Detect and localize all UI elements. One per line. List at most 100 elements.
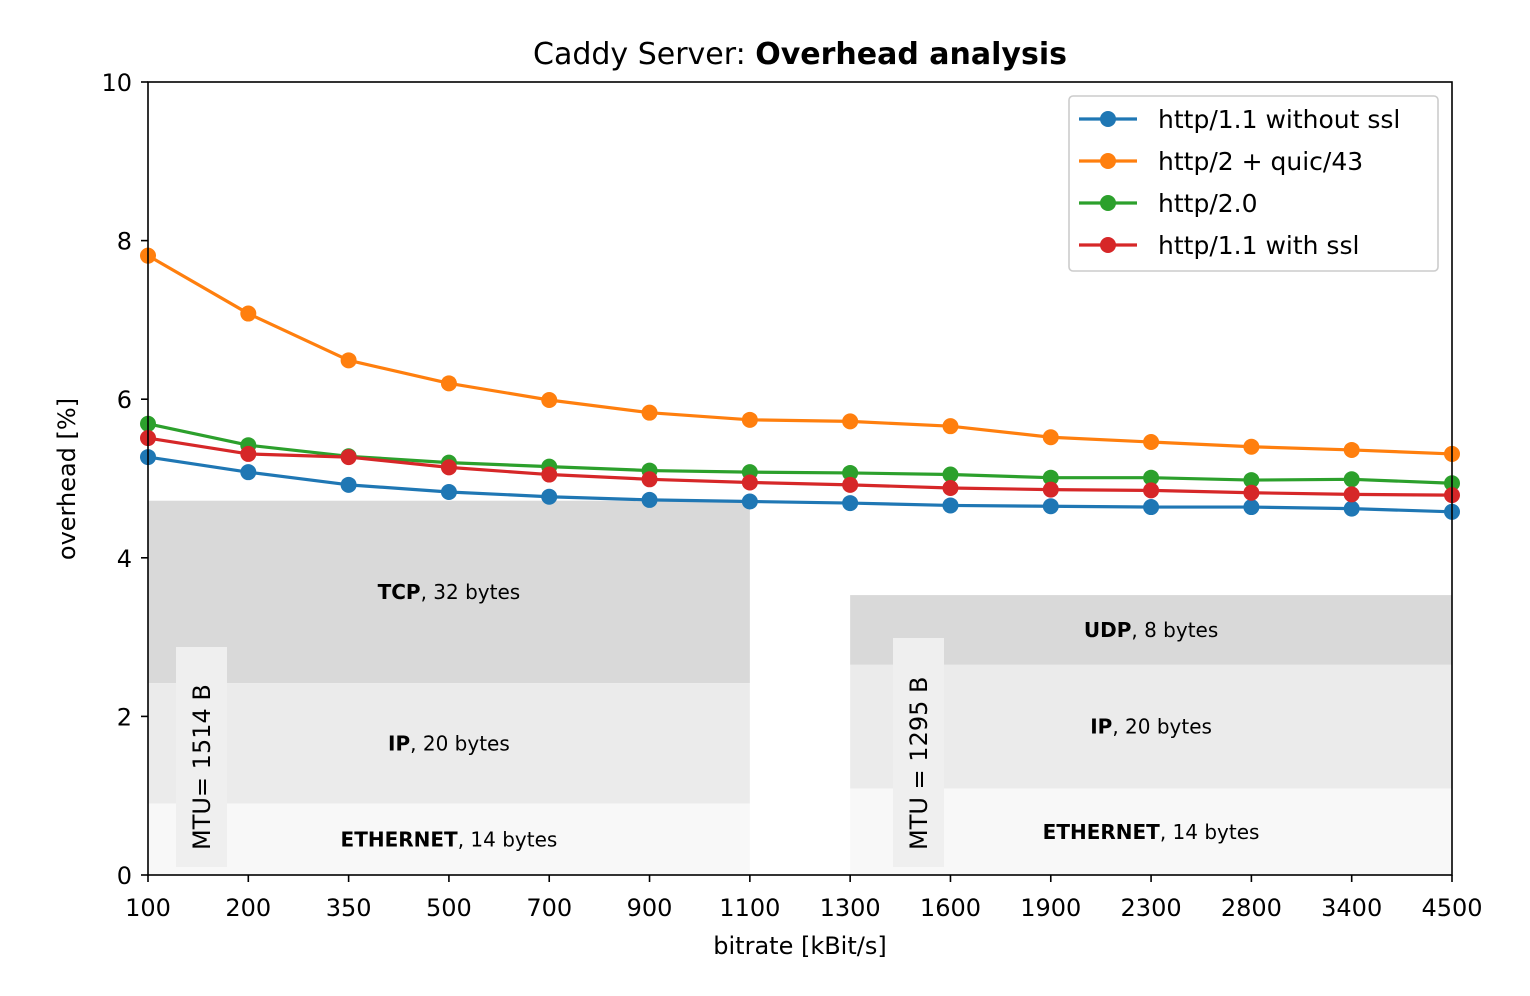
data-point: [340, 449, 357, 466]
data-point: [1243, 438, 1260, 455]
x-tick-label: 1100: [719, 894, 780, 922]
band-label: TCP, 32 bytes: [378, 580, 521, 604]
x-tick-label: 1900: [1020, 894, 1081, 922]
x-tick-label: 900: [627, 894, 673, 922]
mtu-label-right: MTU = 1295 B: [905, 677, 933, 850]
data-point: [240, 445, 257, 462]
data-point: [1042, 481, 1059, 498]
data-point: [340, 352, 357, 369]
data-point: [1343, 500, 1360, 517]
data-point: [541, 488, 558, 505]
x-tick-label: 3400: [1321, 894, 1382, 922]
band-label: IP, 20 bytes: [1090, 715, 1212, 739]
x-axis: 100 200 350 500 700 900 1100 1300 1600 1900 2300 28…: [125, 875, 1483, 922]
band-label-size: , 14 bytes: [1160, 820, 1260, 844]
data-point: [1143, 499, 1160, 516]
x-tick-label: 200: [225, 894, 271, 922]
data-point: [842, 476, 859, 493]
data-point: [741, 474, 758, 491]
series-line-0: [147, 455, 1453, 514]
x-tick-label: 2800: [1221, 894, 1282, 922]
band-label-protocol: IP: [1090, 715, 1112, 739]
band-right-ethernet: [850, 788, 1452, 875]
data-point: [1243, 499, 1260, 516]
y-tick-label: 8: [117, 228, 132, 256]
plot-frame: [147, 81, 1453, 876]
series-line-1: [147, 254, 1453, 456]
data-point: [541, 391, 558, 408]
band-label: IP, 20 bytes: [388, 731, 510, 755]
data-point: [741, 493, 758, 510]
data-point: [1343, 486, 1360, 503]
data-point: [942, 466, 959, 483]
data-point: [741, 411, 758, 428]
x-tick-label: 1600: [920, 894, 981, 922]
data-point: [1143, 434, 1160, 451]
series-lines: [140, 247, 1460, 520]
data-point: [1042, 498, 1059, 515]
legend-entry: http/1.1 with ssl: [1158, 231, 1359, 260]
band-right-ip: [850, 664, 1452, 789]
band-label-size: , 8 bytes: [1131, 618, 1218, 642]
y-tick-label: 6: [117, 386, 132, 414]
chart-title-bold: Overhead analysis: [755, 37, 1067, 72]
band-left-ip: [148, 683, 750, 804]
data-point: [541, 466, 558, 483]
mtu-label-left: MTU= 1514 B: [188, 684, 216, 850]
band-label: ETHERNET, 14 bytes: [341, 827, 558, 851]
data-point: [1343, 471, 1360, 488]
data-point: [641, 404, 658, 421]
data-point: [942, 480, 959, 497]
y-tick-label: 10: [101, 69, 132, 97]
band-left-tcp: [148, 500, 750, 684]
band-label-size: , 14 bytes: [458, 827, 558, 851]
data-point: [942, 497, 959, 514]
band-label-size: , 32 bytes: [421, 580, 521, 604]
band-label-protocol: ETHERNET: [341, 827, 459, 851]
data-point: [240, 464, 257, 481]
data-point: [942, 418, 959, 435]
data-point: [1042, 429, 1059, 446]
legend: http/1.1 without ssl http/2 + quic/43 http…: [1068, 95, 1439, 272]
legend-marker: [1100, 237, 1116, 253]
data-point: [1243, 472, 1260, 489]
data-point: [1143, 469, 1160, 486]
y-tick-label: 4: [117, 545, 132, 573]
band-label-protocol: ETHERNET: [1043, 820, 1161, 844]
data-point: [1243, 484, 1260, 501]
band-right-udp: [850, 595, 1452, 665]
x-tick-label: 2300: [1121, 894, 1182, 922]
data-point: [440, 483, 457, 500]
y-axis: 0 2 4 6 8 10: [101, 69, 148, 890]
data-point: [1042, 469, 1059, 486]
band-label: ETHERNET, 14 bytes: [1043, 820, 1260, 844]
x-tick-label: 700: [526, 894, 572, 922]
band-label-protocol: UDP: [1084, 618, 1132, 642]
x-tick-label: 4500: [1421, 894, 1482, 922]
mtu-box-left: [176, 647, 227, 867]
legend-marker: [1100, 153, 1116, 169]
x-tick-label: 100: [125, 894, 171, 922]
data-point: [440, 375, 457, 392]
data-point: [842, 464, 859, 481]
chart-title: Caddy Server: Overhead analysis: [533, 37, 1067, 72]
legend-marker: [1100, 111, 1116, 127]
x-tick-label: 1300: [820, 894, 881, 922]
data-point: [641, 491, 658, 508]
legend-box: [1068, 95, 1439, 272]
x-tick-label: 350: [326, 894, 372, 922]
legend-entry: http/2.0: [1158, 189, 1258, 218]
legend-marker: [1100, 195, 1116, 211]
data-point: [240, 305, 257, 322]
band-label: UDP, 8 bytes: [1084, 618, 1218, 642]
data-point: [1343, 441, 1360, 458]
band-label-size: , 20 bytes: [1112, 715, 1212, 739]
band-label-size: , 20 bytes: [410, 731, 510, 755]
data-point: [641, 471, 658, 488]
y-axis-label: overhead [%]: [53, 398, 81, 560]
chart-title-prefix: Caddy Server:: [533, 37, 755, 72]
mtu-annotations: MTU= 1514 B MTU = 1295 B: [176, 638, 944, 867]
mtu-box-right: [893, 638, 944, 867]
data-point: [842, 495, 859, 512]
